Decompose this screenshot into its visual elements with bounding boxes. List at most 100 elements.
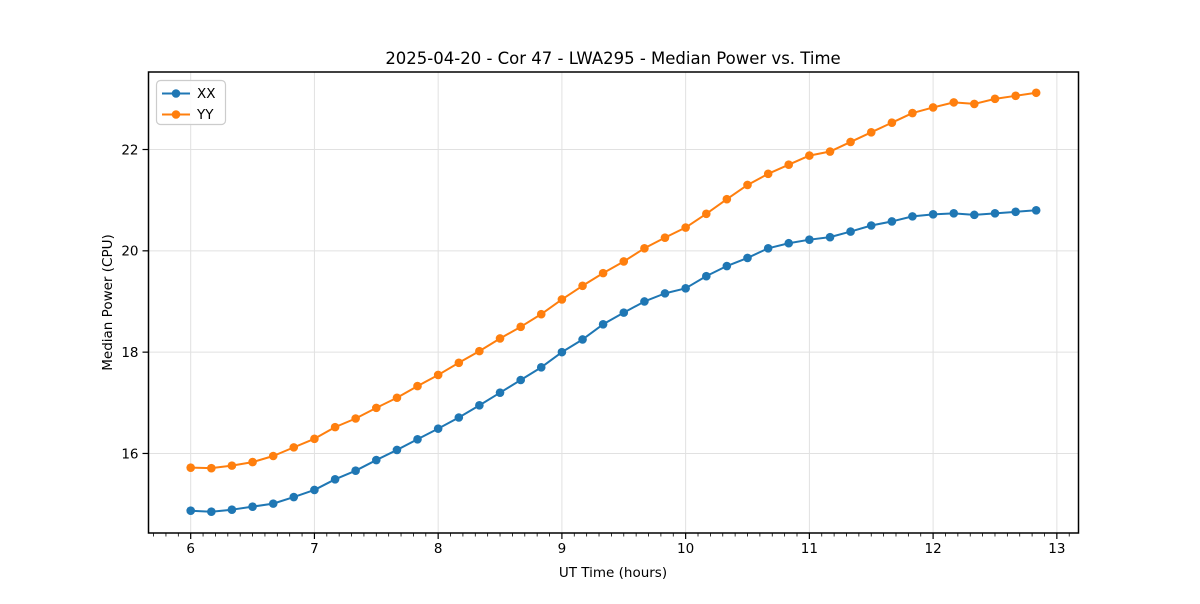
data-point-YY [681,223,690,232]
x-tick-label: 12 [925,541,942,557]
data-point-YY [640,243,649,253]
data-point-YY [475,346,484,356]
data-point-YY [516,322,525,332]
data-point-YY [227,461,237,470]
data-point-XX [598,319,608,329]
data-point-YY [990,94,1000,104]
data-point-YY [1031,88,1041,98]
data-point-YY [866,127,876,137]
data-point-XX [557,347,567,357]
data-point-XX [990,209,1000,218]
data-point-YY [289,443,299,452]
data-point-YY [351,414,360,423]
data-point-XX [743,253,752,263]
legend-label-YY: YY [196,107,214,123]
data-point-XX [619,308,629,317]
data-point-XX [640,297,649,306]
data-point-XX [433,424,443,433]
data-point-XX [928,210,938,219]
x-tick-label: 9 [558,541,567,557]
legend-marker [171,110,181,119]
data-point-YY [619,257,629,266]
data-point-XX [227,505,237,514]
data-point-YY [846,137,855,147]
data-point-XX [413,434,422,444]
data-point-XX [392,445,402,455]
data-point-YY [928,103,938,112]
data-point-XX [1011,207,1020,217]
data-point-YY [578,281,587,291]
data-point-YY [413,381,422,391]
data-point-XX [763,243,773,253]
data-point-XX [722,261,732,271]
y-tick-label: 18 [121,345,138,361]
y-tick-label: 20 [121,244,138,260]
data-point-YY [722,194,732,204]
x-tick-label: 13 [1048,541,1065,557]
data-point-XX [660,289,670,298]
data-point-YY [763,169,773,179]
data-point-XX [784,238,794,248]
data-point-YY [186,463,195,472]
data-point-YY [1011,91,1020,101]
data-point-YY [454,358,464,368]
data-point-XX [371,455,381,465]
data-point-YY [805,151,814,160]
data-point-YY [908,108,917,118]
data-point-XX [207,507,216,517]
data-point-YY [268,451,278,461]
data-point-XX [248,502,257,511]
x-tick-label: 8 [434,541,443,557]
data-point-YY [702,209,711,219]
axes-layer: 6 7 8 9 10 11 12 13 16 18 20 22 [121,71,1080,557]
grid-layer [148,72,1079,533]
data-point-XX [186,506,195,516]
data-point-XX [516,375,525,385]
data-point-YY [887,118,897,127]
data-point-YY [330,422,340,432]
data-point-YY [660,233,670,242]
data-point-XX [846,227,855,236]
data-point-XX [887,217,897,226]
x-tick-label: 6 [186,541,195,557]
legend-label-XX: XX [197,86,216,102]
data-point-XX [351,466,360,475]
x-tick-label: 10 [677,541,694,557]
data-point-XX [825,232,835,242]
x-tick-label: 7 [310,541,319,557]
data-point-YY [392,393,402,403]
data-point-YY [949,98,959,107]
data-point-YY [970,99,979,109]
y-tick-label: 22 [121,142,138,158]
legend-marker [171,89,181,98]
chart-title: 2025-04-20 - Cor 47 - LWA295 - Median Po… [385,49,840,68]
x-axis-label: UT Time (hours) [559,565,667,581]
legend: XX YY [155,79,227,126]
data-point-XX [970,210,979,220]
x-tick-label: 11 [801,541,818,557]
data-point-XX [1031,206,1041,215]
plot-frame [147,71,1080,534]
data-point-YY [557,295,567,304]
y-tick-label: 16 [121,446,138,462]
data-point-XX [578,335,587,344]
data-point-XX [949,209,959,218]
data-point-YY [495,334,505,343]
data-point-XX [454,413,464,422]
data-point-XX [681,284,690,293]
data-point-XX [805,235,814,244]
data-point-YY [371,403,381,413]
data-point-XX [475,401,484,410]
data-point-YY [743,180,752,190]
data-point-XX [702,271,711,281]
data-point-XX [866,221,876,230]
data-point-XX [536,363,546,372]
data-point-XX [495,388,505,397]
data-point-YY [310,434,319,444]
data-point-YY [433,370,443,380]
data-point-XX [908,212,917,221]
data-point-YY [598,268,608,278]
y-axis-label: Median Power (CPU) [100,234,116,370]
